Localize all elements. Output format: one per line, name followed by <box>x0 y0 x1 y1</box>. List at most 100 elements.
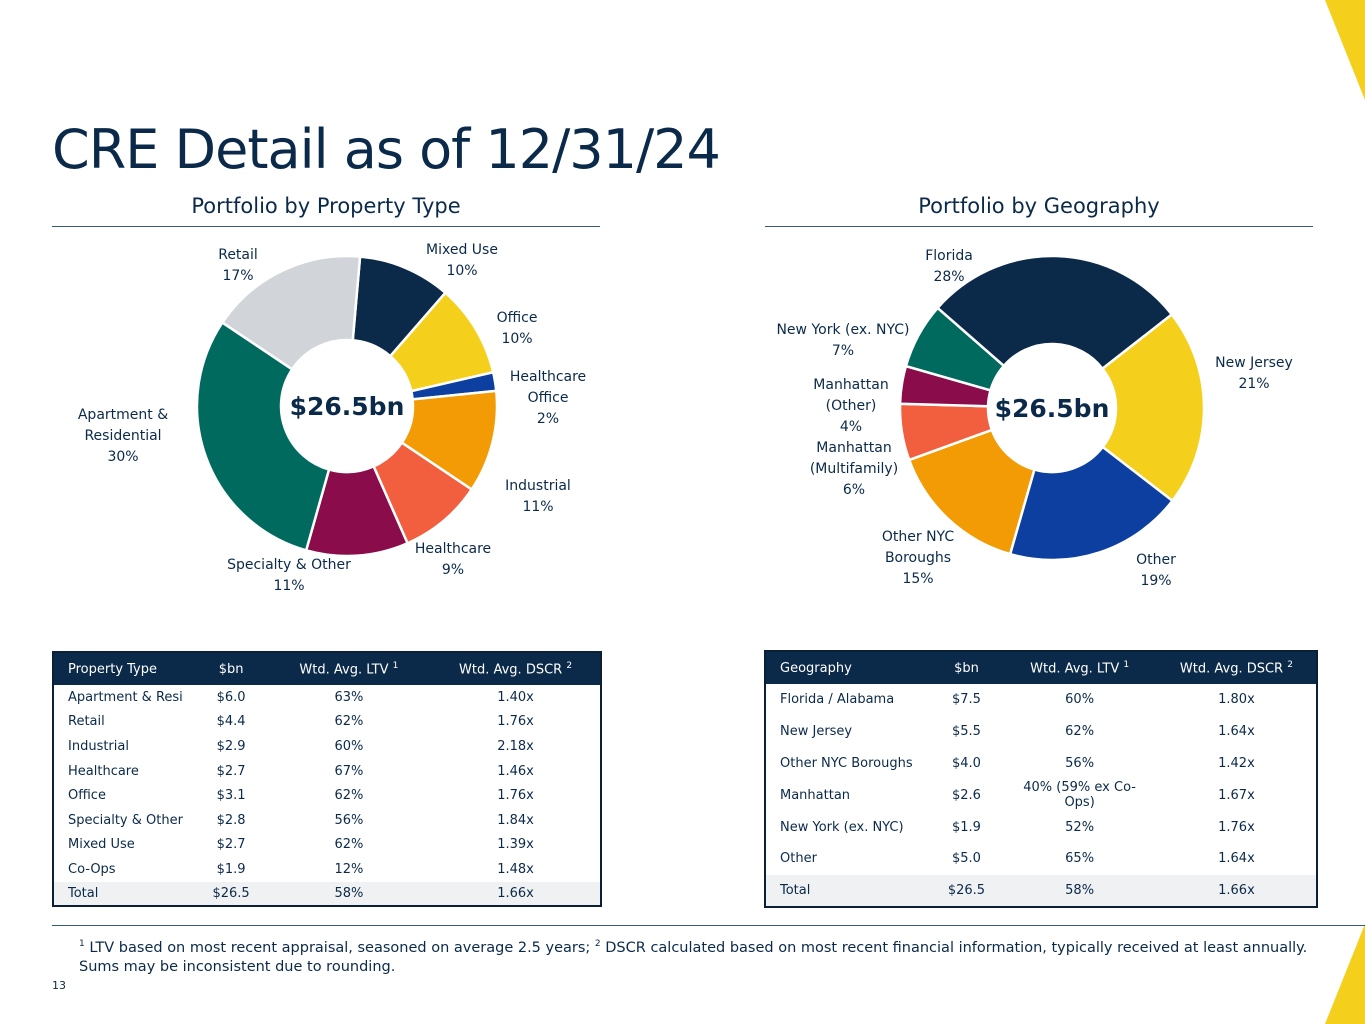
cell-bn: $2.7 <box>216 763 246 779</box>
cell-bn: $4.4 <box>216 714 246 730</box>
cell-property-type: Specialty & Other <box>68 812 183 828</box>
cell-bn: $26.5 <box>195 881 267 907</box>
cell-wtd-avg-dscr: 1.76x <box>497 714 534 730</box>
property-type-section-title: Portfolio by Property Type <box>52 194 600 227</box>
cell-wtd-avg-dscr: 1.66x <box>1156 874 1317 907</box>
cell-bn: $2.9 <box>216 738 246 754</box>
cell-wtd-avg-dscr: 1.48x <box>497 861 534 877</box>
cell-bn: $5.0 <box>951 851 981 867</box>
table-row: Retail $4.4 62% 1.76x <box>53 710 601 735</box>
footnote-marker-1: 1 <box>79 939 85 949</box>
property-type-donut-chart: $26.5bn Mixed Use 10% Office 10% Healthcare Of… <box>78 242 586 594</box>
label-new-york-ex-nyc: New York (ex. NYC) 7% <box>776 322 909 359</box>
table-row: Manhattan $2.6 40% (59% ex Co-Ops) 1.67x <box>765 779 1317 811</box>
label-retail: Retail 17% <box>218 247 258 284</box>
table-row: Industrial $2.9 60% 2.18x <box>53 734 601 759</box>
col-header-wtd-avg-ltv: Wtd. Avg. LTV 1 <box>266 652 432 685</box>
col-header-property-type: Property Type <box>53 652 196 685</box>
cell-property-type: Retail <box>68 714 105 730</box>
cell-wtd-avg-dscr: 1.40x <box>497 689 534 705</box>
slice-other <box>1008 445 1175 562</box>
table-row: Healthcare $2.7 67% 1.46x <box>53 759 601 784</box>
cell-wtd-avg-ltv: 62% <box>334 714 364 730</box>
cell-property-type: Healthcare <box>68 763 139 779</box>
slice-new-jersey <box>1100 312 1206 503</box>
cell-bn: $2.8 <box>216 812 246 828</box>
footnote-line-1: 1 LTV based on most recent appraisal, se… <box>79 935 1307 958</box>
cell-wtd-avg-dscr: 1.76x <box>1218 819 1255 835</box>
label-manhattan-multifamily: Manhattan (Multifamily) 6% <box>810 440 898 498</box>
footer-divider <box>52 925 1365 926</box>
donut-center-total: $26.5bn <box>995 394 1110 423</box>
label-office: Office 10% <box>497 310 538 347</box>
cell-property-type: Total <box>53 881 196 907</box>
geography-table: Geography $bn Wtd. Avg. LTV 1 Wtd. Avg. DSC… <box>764 650 1318 908</box>
cell-bn: $2.7 <box>216 837 246 853</box>
table-header-row: Property Type $bn Wtd. Avg. LTV 1 Wtd. Avg.… <box>53 652 601 685</box>
label-apartment-residential: Apartment & Residential 30% <box>78 407 168 465</box>
cell-wtd-avg-ltv: 56% <box>334 812 364 828</box>
table-row: Other $5.0 65% 1.64x <box>765 843 1317 875</box>
cell-property-type: Industrial <box>68 738 129 754</box>
cell-bn: $2.6 <box>951 787 981 803</box>
cell-property-type: Co-Ops <box>68 861 116 877</box>
cell-bn: $1.9 <box>216 861 246 877</box>
table-row: Office $3.1 62% 1.76x <box>53 783 601 808</box>
cell-wtd-avg-ltv: 56% <box>1065 755 1095 771</box>
cell-wtd-avg-ltv: 62% <box>334 837 364 853</box>
table-total-row: Total $26.5 58% 1.66x <box>53 881 601 907</box>
geography-section-title: Portfolio by Geography <box>765 194 1313 227</box>
col-header-wtd-avg-dscr: Wtd. Avg. DSCR 2 <box>1156 651 1317 684</box>
cell-wtd-avg-dscr: 2.18x <box>497 738 534 754</box>
cell-geography: New Jersey <box>780 724 853 740</box>
table-row: New York (ex. NYC) $1.9 52% 1.76x <box>765 811 1317 843</box>
cell-bn: $1.9 <box>951 819 981 835</box>
table-row: Apartment & Resi $6.0 63% 1.40x <box>53 685 601 710</box>
accent-corner-top <box>1325 0 1365 100</box>
cell-bn: $5.5 <box>951 724 981 740</box>
cell-wtd-avg-dscr: 1.39x <box>497 837 534 853</box>
geography-donut-chart: $26.5bn New Jersey 21% Other 19% Other NYC Bor… <box>776 248 1293 589</box>
label-industrial: Industrial 11% <box>505 478 571 515</box>
cell-wtd-avg-ltv: 60% <box>1065 692 1095 708</box>
footnote-text-1: LTV based on most recent appraisal, seas… <box>89 939 595 956</box>
label-mixed-use: Mixed Use 10% <box>426 242 498 279</box>
label-specialty-other: Specialty & Other 11% <box>227 557 351 594</box>
label-new-jersey: New Jersey 21% <box>1215 355 1293 392</box>
label-healthcare-office: Healthcare Office 2% <box>510 369 586 427</box>
cell-bn: $7.5 <box>951 692 981 708</box>
label-manhattan-other: Manhattan (Other) 4% <box>813 377 888 435</box>
cell-wtd-avg-ltv: 62% <box>1065 724 1095 740</box>
cell-wtd-avg-ltv: 58% <box>1002 874 1157 907</box>
cell-property-type: Mixed Use <box>68 837 135 853</box>
page-number: 13 <box>52 979 66 992</box>
footnote-marker-2: 2 <box>594 939 601 949</box>
table-row: Mixed Use $2.7 62% 1.39x <box>53 833 601 858</box>
col-header-bn: $bn <box>195 652 267 685</box>
cell-wtd-avg-dscr: 1.42x <box>1218 755 1255 771</box>
cell-wtd-avg-dscr: 1.64x <box>1218 851 1255 867</box>
footnote: 1 LTV based on most recent appraisal, se… <box>79 935 1307 977</box>
col-header-wtd-avg-ltv: Wtd. Avg. LTV 1 <box>1002 651 1157 684</box>
cell-wtd-avg-ltv: 60% <box>334 738 364 754</box>
cell-bn: $26.5 <box>930 874 1003 907</box>
accent-corner-bottom <box>1325 924 1365 1024</box>
cell-geography: Florida / Alabama <box>780 692 895 708</box>
cell-wtd-avg-ltv: 58% <box>266 881 432 907</box>
cell-wtd-avg-dscr: 1.67x <box>1218 787 1255 803</box>
page-title: CRE Detail as of 12/31/24 <box>52 118 721 181</box>
table-row: New Jersey $5.5 62% 1.64x <box>765 716 1317 748</box>
cell-bn: $4.0 <box>951 755 981 771</box>
footnote-text-2: DSCR calculated based on most recent fin… <box>605 939 1308 956</box>
table-row: Specialty & Other $2.8 56% 1.84x <box>53 808 601 833</box>
cell-wtd-avg-ltv: 52% <box>1065 819 1095 835</box>
cell-wtd-avg-dscr: 1.66x <box>431 881 601 907</box>
label-other-nyc-boroughs: Other NYC Boroughs 15% <box>882 529 954 587</box>
label-healthcare: Healthcare 9% <box>415 541 491 578</box>
cell-wtd-avg-ltv: 40% (59% ex Co-Ops) <box>1023 780 1136 811</box>
cell-wtd-avg-ltv: 63% <box>334 689 364 705</box>
slice-florida <box>935 254 1174 371</box>
table-row: Co-Ops $1.9 12% 1.48x <box>53 857 601 882</box>
footnote-line-2: Sums may be inconsistent due to rounding… <box>79 958 396 975</box>
slice-retail <box>220 254 362 372</box>
